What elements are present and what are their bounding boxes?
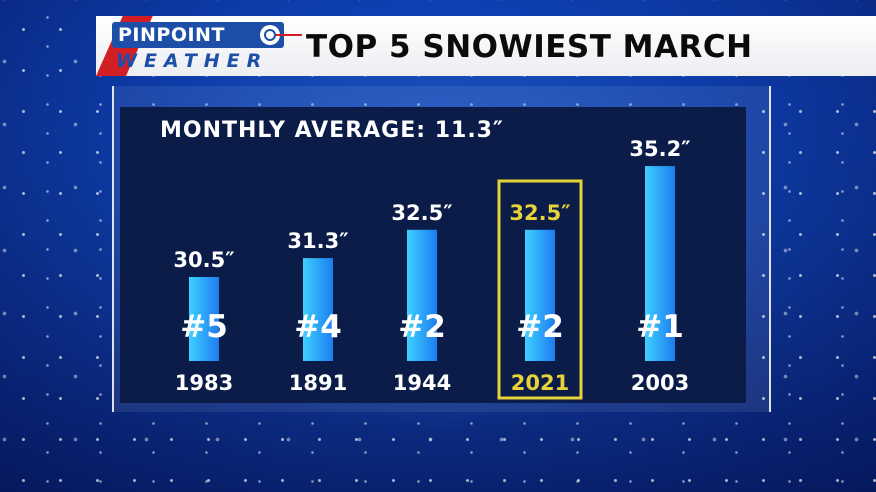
pinpoint-weather-logo: PINPOINT WEATHER	[112, 20, 302, 74]
year-label: 2021	[511, 371, 569, 395]
bar	[303, 258, 333, 361]
bar	[525, 229, 555, 361]
bar	[645, 166, 675, 361]
bar	[407, 229, 437, 361]
logo-top-text: PINPOINT	[112, 22, 284, 48]
value-label: 31.3″	[287, 229, 348, 253]
rank-label: #2	[398, 309, 446, 345]
year-label: 1944	[393, 371, 451, 395]
radar-target-icon	[260, 25, 280, 45]
value-label: 32.5″	[391, 201, 452, 225]
year-label: 1983	[175, 371, 233, 395]
rank-label: #2	[516, 309, 564, 345]
rank-label: #5	[180, 309, 228, 345]
year-label: 2003	[631, 371, 689, 395]
value-label: 32.5″	[509, 201, 570, 225]
rank-label: #4	[294, 309, 342, 345]
logo-bottom-text: WEATHER	[116, 50, 269, 72]
page-title: TOP 5 SNOWIEST MARCH	[306, 29, 753, 65]
value-label: 35.2″	[629, 137, 690, 161]
chart-subtitle: MONTHLY AVERAGE: 11.3″	[160, 118, 504, 143]
value-label: 30.5″	[173, 248, 234, 272]
rank-label: #1	[636, 309, 684, 345]
year-label: 1891	[289, 371, 347, 395]
bar	[189, 277, 219, 361]
highlight-box	[497, 179, 583, 400]
radar-needle-icon	[276, 34, 302, 36]
